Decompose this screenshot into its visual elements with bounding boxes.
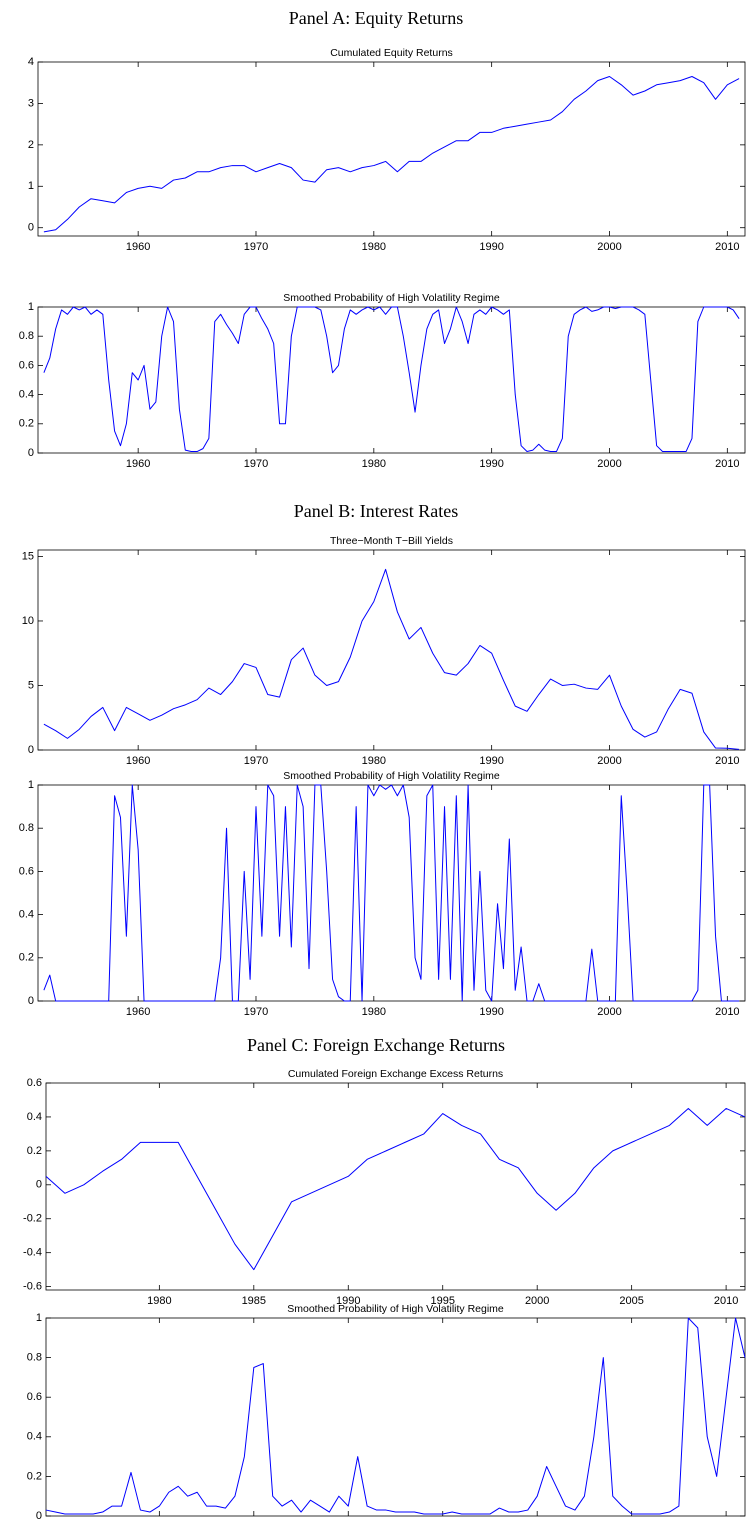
x-tick-label: 2010 — [715, 755, 739, 767]
x-tick-label: 1980 — [362, 1006, 386, 1018]
y-tick-label: 0.6 — [19, 359, 34, 371]
y-tick-label: 15 — [22, 550, 34, 562]
plot-frame — [45, 1317, 746, 1517]
y-tick-label: -0.2 — [23, 1213, 42, 1225]
plot-frame — [45, 1082, 746, 1291]
y-tick-label: 0.6 — [27, 1391, 42, 1403]
y-tick-label: 0.8 — [27, 1352, 42, 1364]
y-tick-label: 0 — [28, 222, 34, 234]
x-tick-label: 2000 — [597, 1006, 621, 1018]
data-line — [43, 306, 740, 453]
y-tick-label: 0.2 — [27, 1470, 42, 1482]
y-tick-label: 0 — [28, 995, 34, 1007]
panel-title: Panel A: Equity Returns — [289, 8, 464, 28]
x-tick-label: 1960 — [126, 1006, 150, 1018]
x-tick-label: 1980 — [362, 241, 386, 253]
y-tick-label: 0 — [28, 447, 34, 459]
x-tick-label: 2010 — [715, 241, 739, 253]
y-tick-label: -0.6 — [23, 1281, 42, 1293]
plot-frame — [37, 784, 746, 1002]
x-tick-label: 2005 — [619, 1295, 643, 1307]
x-tick-label: 1990 — [479, 1006, 503, 1018]
y-tick-label: 0 — [36, 1510, 42, 1520]
x-tick-label: 1970 — [244, 755, 268, 767]
x-tick-label: 1985 — [242, 1295, 266, 1307]
x-tick-label: 1980 — [362, 755, 386, 767]
y-tick-label: 0.8 — [19, 822, 34, 834]
x-tick-label: 2000 — [597, 755, 621, 767]
panel-title: Panel C: Foreign Exchange Returns — [247, 1035, 505, 1055]
x-tick-label: 1990 — [336, 1295, 360, 1307]
y-tick-label: 4 — [28, 56, 34, 68]
x-tick-label: 1960 — [126, 755, 150, 767]
chart-title: Smoothed Probability of High Volatility … — [287, 1303, 504, 1315]
x-tick-label: 1960 — [126, 458, 150, 470]
y-tick-label: 0.2 — [27, 1145, 42, 1157]
y-tick-label: 2 — [28, 139, 34, 151]
y-tick-label: 0 — [36, 1179, 42, 1191]
y-tick-label: 1 — [28, 180, 34, 192]
x-tick-label: 1970 — [244, 241, 268, 253]
y-tick-label: 1 — [36, 1312, 42, 1324]
chart-title: Three−Month T−Bill Yields — [330, 535, 453, 547]
y-tick-label: 5 — [28, 679, 34, 691]
panel-title: Panel B: Interest Rates — [294, 501, 458, 521]
data-line — [43, 568, 740, 750]
x-tick-label: 1995 — [430, 1295, 454, 1307]
chart-title: Cumulated Equity Returns — [330, 47, 453, 59]
x-tick-label: 1980 — [362, 458, 386, 470]
y-tick-label: 0.2 — [19, 418, 34, 430]
data-line — [45, 1317, 746, 1515]
chart-title: Smoothed Probability of High Volatility … — [283, 770, 500, 782]
data-line — [45, 1107, 746, 1271]
chart-title: Smoothed Probability of High Volatility … — [283, 292, 500, 304]
x-tick-label: 1970 — [244, 1006, 268, 1018]
x-tick-label: 2010 — [714, 1295, 738, 1307]
y-tick-label: 10 — [22, 615, 34, 627]
x-tick-label: 1970 — [244, 458, 268, 470]
x-tick-label: 1990 — [479, 458, 503, 470]
x-tick-label: 1990 — [479, 241, 503, 253]
y-tick-label: 1 — [28, 779, 34, 791]
data-line — [43, 784, 740, 1002]
chart-title: Cumulated Foreign Exchange Excess Return… — [288, 1068, 503, 1080]
y-tick-label: 0.2 — [19, 952, 34, 964]
x-tick-label: 2000 — [597, 241, 621, 253]
data-line — [43, 76, 740, 233]
y-tick-label: 0.6 — [19, 865, 34, 877]
y-tick-label: 0.8 — [19, 330, 34, 342]
plot-frame — [37, 306, 746, 454]
y-tick-label: 1 — [28, 301, 34, 313]
x-tick-label: 1960 — [126, 241, 150, 253]
x-tick-label: 2010 — [715, 458, 739, 470]
y-tick-label: 0 — [28, 744, 34, 756]
x-tick-label: 2000 — [525, 1295, 549, 1307]
y-tick-label: 3 — [28, 97, 34, 109]
y-tick-label: -0.4 — [23, 1247, 42, 1259]
y-tick-label: 0.6 — [27, 1077, 42, 1089]
plot-frame — [37, 549, 746, 751]
y-tick-label: 0.4 — [19, 909, 34, 921]
x-tick-label: 1980 — [147, 1295, 171, 1307]
plot-frame — [37, 61, 746, 237]
y-tick-label: 0.4 — [27, 1431, 42, 1443]
y-tick-label: 0.4 — [27, 1111, 42, 1123]
x-tick-label: 2000 — [597, 458, 621, 470]
x-tick-label: 1990 — [479, 755, 503, 767]
x-tick-label: 2010 — [715, 1006, 739, 1018]
y-tick-label: 0.4 — [19, 389, 34, 401]
